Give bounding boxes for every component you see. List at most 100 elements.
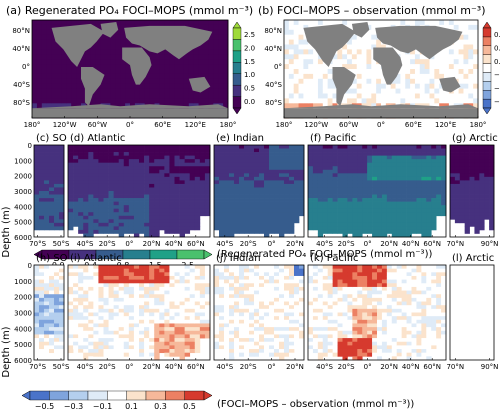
colorbar-extend-top [482,21,492,29]
colorbar-extend-right [203,390,213,401]
colorbar-extend-left [21,390,31,401]
section-frame [307,264,447,361]
map-a-colorbar: 2.5 2.0 1.5 1.0 0.5 0.0 [232,21,255,115]
depth-tick-label: 1000 [14,157,32,165]
map-b-y-ticks: 80°N 40°N 0° 40°S 80°S [264,27,282,107]
section-x-tick-label: 70°S [29,363,46,371]
section-panel-title: (d) Atlantic [70,133,125,144]
depth-tick-label: 0 [28,142,32,150]
colorbar-segment [165,390,185,401]
section-frame [449,264,495,361]
section-x-tick-label: 0° [364,240,372,248]
colorbar-segment [482,98,492,109]
colorbar-segment [482,72,492,82]
y-tick-label: 80°S [13,99,30,107]
colorbar-tick-label: 0.0 [244,98,255,106]
section-x-tick-label: 40°S [77,363,94,371]
colorbar-extend-right [203,249,213,260]
map-b-x-ticks: 180° 120°W 60°W 0° 60°E 120°E 180° [276,116,487,129]
x-tick-label: 120°W [53,121,77,129]
section-x-tick-label: 20°S [99,363,116,371]
section-panel-2: (e) Indian 40°S 20°S 0° 20°N [213,133,305,248]
section-x-tick-label: 70°N [446,240,464,248]
y-tick-label: 40°N [12,45,30,53]
section-x-tick-label: 0° [268,363,276,371]
section-x-tick-label: 20°N [380,240,398,248]
colorbar-tick-label: 0.5 [244,85,255,93]
section-x-tick-label: 70°S [29,240,46,248]
section-x-tick-label: 60°N [423,240,441,248]
section-panel-title: (j) Indian [216,253,261,264]
colorbar-segment [482,54,492,64]
colorbar-tick-label: 0.3 [154,402,167,411]
colorbar-tick-label: 0.1 [494,58,500,66]
section-x-tick-label: 40°S [316,240,333,248]
colorbar-segment [87,390,108,401]
section-frame [67,144,211,238]
colorbar-tick-label: 2.5 [244,31,255,39]
section-x-tick-label: 20°N [143,240,161,248]
y-tick-label: 80°N [264,27,282,35]
section-frame [67,264,211,361]
depth-tick-label: 0 [28,262,32,270]
section-panel-title: (k) Pacific [310,253,359,264]
colorbar-segment [232,84,242,97]
row3-colorbar-label: (FOCI–MOPS – observation (mmol m⁻³)) [217,399,414,410]
section-x-tick-label: 50°S [53,240,70,248]
section-x-tick-label: 0° [125,363,133,371]
section-panel-title: (f) Pacific [310,133,356,144]
y-tick-label: 40°N [264,45,282,53]
colorbar-segment [49,390,69,401]
x-tick-label: 120°E [435,121,456,129]
colorbar-segment [232,73,242,86]
section-x-tick-label: 0° [125,240,133,248]
section-x-tick-label: 40°S [216,363,233,371]
colorbar-extend-bottom [482,107,492,115]
section-frame [213,144,305,238]
x-tick-label: 60°W [88,121,107,129]
section-x-tick-label: 20°N [380,363,398,371]
depth-tick-label: 5000 [14,341,32,349]
section-x-tick-label: 40°N [402,363,420,371]
section-frame [33,144,65,238]
colorbar-segment [482,45,492,55]
section-x-tick-label: 60°N [187,240,205,248]
section-x-tick-label: 50°S [53,363,70,371]
section-frame [213,264,305,361]
colorbar-segment [232,39,242,52]
section-x-tick-label: 60°N [423,363,441,371]
map-a-plot [31,19,229,119]
map-panel-a: (a) Regenerated PO₄ FOCI–MOPS (mmol m⁻³)… [6,4,255,129]
depth-tick-label: 3000 [14,310,32,318]
row3-colorbar: −0.5 −0.3 −0.1 0.1 0.3 0.5 [21,390,213,411]
row2-colorbar-label: (Regenerated PO₄ FOCI–MOPS (mmol m⁻³)) [217,249,432,260]
section-x-tick-label: 20°S [338,240,355,248]
colorbar-tick-label: 1.5 [244,58,255,66]
colorbar-segment [149,249,178,260]
section-panel-1: (d) Atlantic 40°S 20°S 0° 20°N 40°N 60°N [67,133,211,248]
colorbar-segment [482,63,492,73]
y-tick-label: 40°S [265,81,282,89]
colorbar-extend-top [232,21,242,29]
colorbar-segment [145,390,166,401]
x-tick-label: 180° [470,121,487,129]
colorbar-segment [107,390,127,401]
colorbar-segment [232,27,242,40]
colorbar-segment [482,36,492,46]
row2-ylabel: Depth (m) [1,206,12,257]
x-tick-label: 0° [126,121,134,129]
colorbar-tick-label: −0.3 [494,85,500,93]
colorbar-segment [482,90,492,100]
colorbar-tick-label: −0.5 [494,98,500,106]
x-tick-label: 0° [377,121,385,129]
section-x-tick-label: 40°S [77,240,94,248]
section-x-tick-label: 20°S [240,363,257,371]
colorbar-tick-label: 0.1 [125,402,138,411]
section-x-tick-label: 40°S [216,240,233,248]
map-b-colorbar: 0.5 0.3 0.1 −0.1 −0.3 −0.5 [482,21,500,115]
x-tick-label: 60°E [154,121,171,129]
